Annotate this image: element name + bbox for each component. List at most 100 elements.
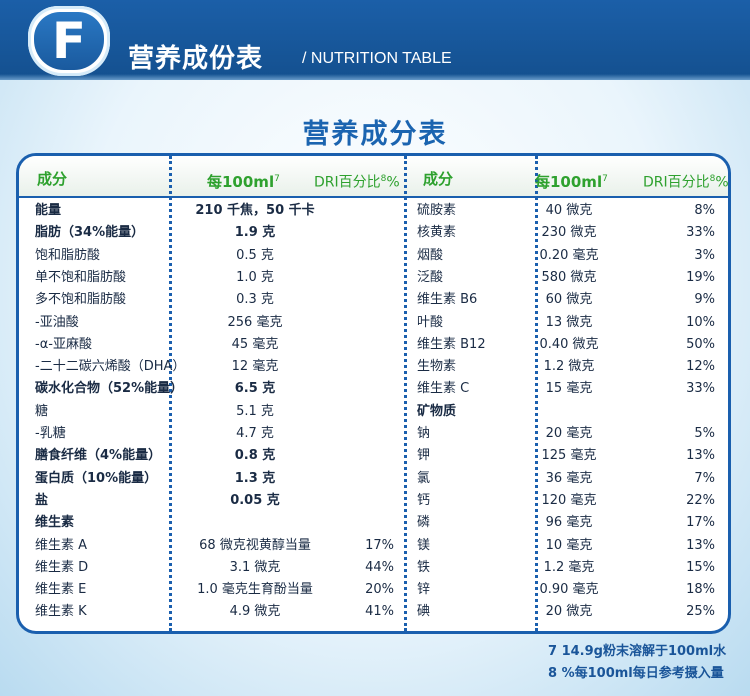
row-name: -乳糖: [35, 426, 66, 441]
row-name: 泛酸: [417, 269, 444, 285]
row-dri: [319, 468, 394, 490]
header-subtitle: / NUTRITION TABLE: [302, 50, 452, 67]
row-dri: 50%: [686, 336, 715, 352]
row-dri: 17%: [365, 537, 394, 553]
row-dri: [319, 490, 394, 512]
row-dri: 19%: [686, 269, 715, 285]
row-dri: 33%: [686, 225, 715, 241]
col-header-per100: 每100ml7: [207, 173, 280, 191]
row-name: -α-亚麻酸: [35, 336, 92, 352]
section-letter: F: [51, 12, 87, 70]
column-divider: [535, 156, 538, 631]
row-value: 230 微克: [541, 225, 597, 241]
row-name: 脂肪（34%能量）: [35, 225, 145, 241]
row-name: 钾: [417, 448, 431, 464]
row-value: 1.0 克: [236, 269, 274, 285]
row-name: 磷: [417, 515, 431, 531]
row-dri: [319, 401, 394, 423]
row-name: 镁: [417, 537, 431, 553]
row-dri: 44%: [365, 559, 394, 575]
row-name: 核黄素: [417, 225, 457, 241]
col-header-dri-right: DRI百分比8%: [643, 174, 729, 191]
footnote-7: 7 14.9g粉末溶解于100ml水: [548, 644, 727, 659]
row-value: [499, 401, 639, 423]
header-divider: [19, 196, 728, 198]
row-dri: [319, 267, 394, 289]
row-value: 1.3 克: [234, 470, 276, 486]
row-name: -二十二碳六烯酸（DHA）: [35, 359, 186, 375]
row-value: 3.1 微克: [229, 559, 281, 575]
row-name: -亚油酸: [35, 314, 79, 330]
row-dri: [319, 334, 394, 356]
row-value: 0.90 毫克: [539, 582, 599, 598]
row-dri: 12%: [686, 359, 715, 375]
row-name: 糖: [35, 403, 49, 419]
row-name: 维生素 B6: [417, 292, 478, 308]
row-dri: [319, 356, 394, 378]
table-header-band: [19, 156, 728, 196]
row-dri: [319, 512, 394, 534]
row-name: 维生素 A: [35, 537, 88, 553]
row-value: 12 毫克: [231, 359, 279, 375]
row-dri: [639, 401, 715, 423]
row-name: 维生素 K: [35, 604, 87, 620]
row-value: 60 微克: [545, 292, 593, 308]
row-dri: 15%: [686, 559, 715, 575]
row-value: 4.9 微克: [229, 604, 281, 620]
row-value: 0.40 微克: [539, 336, 599, 352]
column-divider-center: [404, 156, 407, 631]
row-dri: 25%: [686, 604, 715, 620]
row-value: 0.3 克: [236, 292, 274, 308]
row-name: 维生素 D: [35, 559, 89, 575]
header-title: 营养成份表: [128, 44, 264, 74]
row-value: 0.5 克: [236, 247, 274, 263]
row-dri: 8%: [694, 203, 715, 218]
row-dri: 5%: [694, 426, 715, 441]
row-name: 能量: [35, 203, 62, 218]
row-value: 6.5 克: [234, 381, 276, 397]
row-value: 45 毫克: [231, 336, 279, 352]
row-value: 1.2 微克: [543, 359, 595, 375]
col-header-component-right: 成分: [423, 170, 454, 188]
row-value: 4.7 克: [236, 426, 274, 441]
row-dri: [319, 245, 394, 267]
row-name: 碳水化合物（52%能量）: [35, 381, 184, 397]
row-value: 120 毫克: [541, 492, 597, 508]
row-value: 5.1 克: [236, 403, 274, 419]
row-name: 叶酸: [417, 314, 444, 330]
row-dri: 33%: [686, 381, 715, 397]
row-value: 68 微克视黄醇当量: [199, 537, 311, 553]
row-name: 钙: [417, 492, 431, 508]
row-name: 矿物质: [417, 403, 457, 419]
column-divider: [169, 156, 172, 631]
row-name: 氯: [417, 470, 431, 486]
row-dri: 3%: [694, 247, 715, 263]
row-dri: 13%: [686, 448, 715, 464]
row-dri: 17%: [686, 515, 715, 531]
table-title: 营养成分表: [302, 119, 448, 150]
row-dri: [319, 200, 394, 222]
row-value: 0.8 克: [234, 448, 276, 464]
row-dri: [319, 289, 394, 311]
row-dri: 9%: [694, 292, 715, 308]
row-value: 40 微克: [545, 203, 593, 218]
row-dri: [319, 312, 394, 334]
row-value: 1.2 毫克: [543, 559, 595, 575]
row-value: 0.05 克: [230, 492, 280, 508]
row-dri: [319, 445, 394, 467]
row-value: 256 毫克: [227, 314, 283, 330]
row-value: 1.9 克: [234, 225, 276, 241]
row-dri: [319, 378, 394, 400]
row-dri: [319, 423, 394, 445]
row-value: 1.0 毫克生育酚当量: [197, 582, 313, 598]
row-dri: 7%: [694, 470, 715, 486]
row-name: 钠: [417, 426, 431, 441]
row-name: 盐: [35, 492, 49, 508]
col-header-per100-right: 每100ml7: [535, 173, 608, 191]
footnote-8: 8 %每100ml每日参考摄入量: [548, 666, 724, 681]
row-value: 20 微克: [545, 604, 593, 620]
row-name: 多不饱和脂肪酸: [35, 292, 127, 308]
row-value: 125 毫克: [541, 448, 597, 464]
row-value: 580 微克: [541, 269, 597, 285]
row-value: 210 千焦，50 千卡: [195, 203, 315, 218]
